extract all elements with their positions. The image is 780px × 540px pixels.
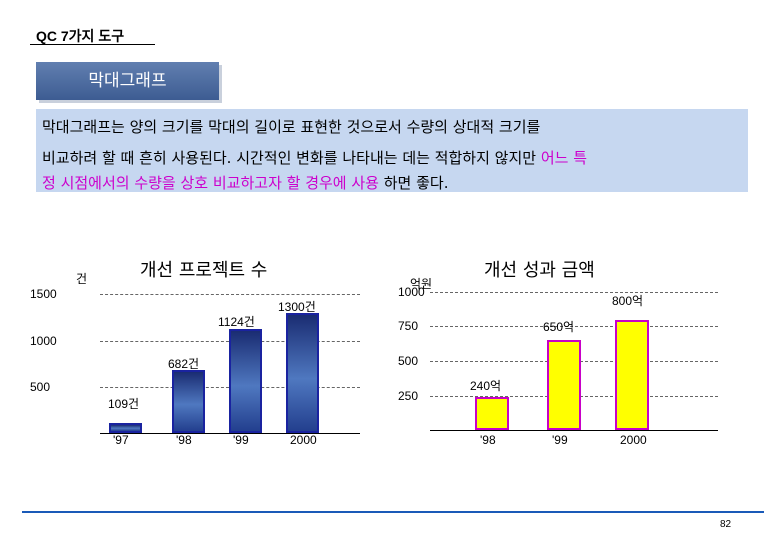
data-label: 800억	[612, 294, 644, 308]
y-tick-label: 1000	[30, 334, 57, 348]
description-line-2-plain: 비교하려 할 때 흔히 사용된다. 시간적인 변화를 나타내는 데는 적합하지 …	[42, 149, 541, 167]
x-axis-baseline	[100, 433, 360, 434]
y-tick-label: 1000	[398, 285, 425, 299]
data-label: 240억	[470, 379, 502, 393]
description-line-3-highlight: 정 시점에서의 수량을 상호 비교하고자 할 경우에 사용	[42, 174, 379, 192]
description-line-3: 정 시점에서의 수량을 상호 비교하고자 할 경우에 사용 하면 좋다.	[42, 174, 747, 192]
x-tick-label: '98	[176, 433, 192, 447]
gridline	[430, 292, 718, 293]
data-label: 682건	[168, 357, 200, 371]
description-line-2-highlight: 어느 특	[540, 149, 587, 167]
bar	[615, 320, 649, 430]
x-tick-label: 2000	[620, 433, 647, 447]
page-number: 82	[720, 519, 732, 530]
bar	[285, 313, 319, 433]
chart-title: 개선 성과 금액	[484, 260, 595, 281]
y-tick-label: 500	[30, 380, 51, 394]
y-tick-label: 750	[398, 319, 419, 333]
bar	[171, 370, 205, 433]
description-text: 막대그래프는 양의 크기를 막대의 길이로 표현한 것으로서 수량의 상대적 크…	[42, 112, 747, 192]
chart-title: 개선 프로젝트 수	[140, 260, 268, 281]
y-tick-label: 1500	[30, 287, 57, 301]
data-label: 1300건	[278, 300, 316, 314]
x-tick-label: '99	[233, 433, 249, 447]
gridline	[100, 294, 360, 295]
gridline	[430, 326, 718, 327]
section-label: 막대그래프	[36, 62, 219, 100]
footer-rule	[22, 511, 764, 513]
bar	[475, 397, 509, 430]
bar	[547, 340, 581, 430]
data-label: 109건	[108, 397, 140, 411]
description-line-3-plain: 하면 좋다.	[378, 174, 449, 192]
bar	[108, 423, 142, 433]
x-tick-label: '97	[113, 433, 129, 447]
y-tick-label: 500	[398, 354, 419, 368]
description-box	[36, 109, 748, 192]
data-label: 650억	[543, 320, 575, 334]
y-axis-label: 억원	[410, 277, 433, 291]
x-axis-baseline	[430, 430, 718, 431]
bar	[228, 329, 262, 433]
data-label: 1124건	[218, 315, 255, 329]
x-tick-label: 2000	[290, 433, 317, 447]
y-axis-label: 건	[76, 272, 88, 286]
x-tick-label: '99	[552, 433, 568, 447]
description-line-2: 비교하려 할 때 흔히 사용된다. 시간적인 변화를 나타내는 데는 적합하지 …	[42, 143, 747, 174]
description-line-1: 막대그래프는 양의 크기를 막대의 길이로 표현한 것으로서 수량의 상대적 크…	[42, 118, 541, 136]
header-title: QC 7가지 도구	[36, 28, 125, 44]
x-tick-label: '98	[480, 433, 496, 447]
header-underline	[30, 44, 155, 45]
y-tick-label: 250	[398, 389, 419, 403]
